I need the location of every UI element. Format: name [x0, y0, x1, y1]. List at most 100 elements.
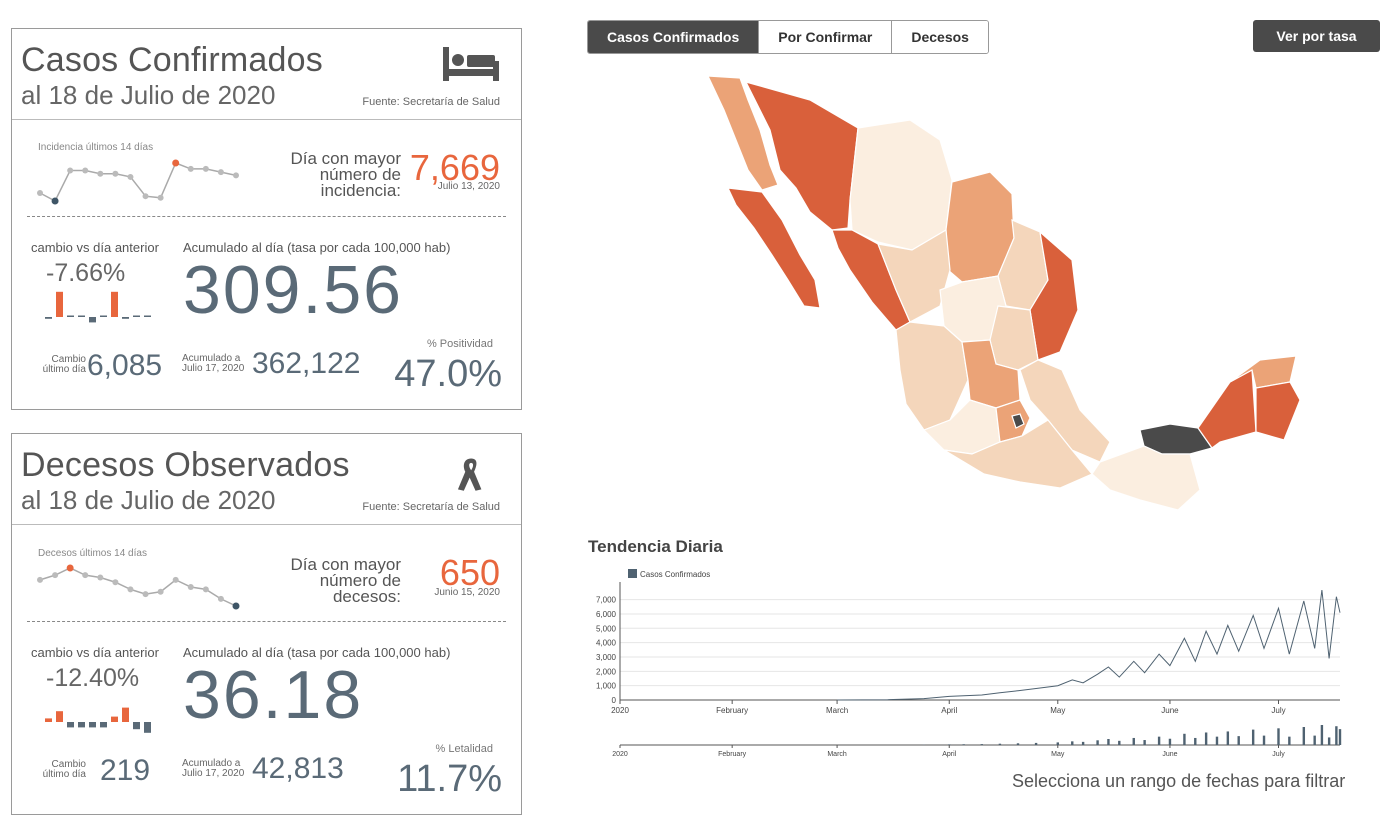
trend-chart[interactable]: Casos Confirmados 0 1,000 2,000 3,000 4,000 5,… [580, 560, 1350, 760]
x-tick-label: May [1050, 706, 1065, 715]
x-tick-label: July [1271, 706, 1285, 715]
confirmed-change-bar [89, 317, 96, 323]
confirmed-peak-value: 7,669 [409, 147, 500, 188]
confirmed-change-bar [144, 315, 151, 317]
confirmed-acc-label: Acumulado al día (tasa por cada 100,000 … [183, 240, 451, 255]
deaths-change-bar [89, 722, 96, 728]
map-state-baja-california-sur[interactable] [726, 187, 821, 309]
deaths-card-header: Decesos Observados al 18 de Julio de 202… [12, 434, 521, 525]
confirmed-change-bars [45, 291, 151, 323]
metric-tabs: Casos Confirmados Por Confirmar Decesos [587, 20, 989, 54]
confirmed-spark-point [142, 193, 149, 200]
confirmed-pct-label: % Positividad [426, 338, 493, 350]
brush-x-tick-label: 2020 [612, 751, 628, 758]
deaths-spark-point [157, 588, 164, 595]
deaths-change-bar [56, 711, 63, 722]
confirmed-change-label: cambio vs día anterior [31, 240, 159, 255]
deaths-spark-point [127, 586, 134, 593]
date-range-brush[interactable] [620, 722, 1340, 745]
deaths-acc-label: Acumulado al día (tasa por cada 100,000 … [183, 645, 451, 660]
mexico-map[interactable] [700, 70, 1310, 520]
brush-bar [1168, 738, 1172, 745]
map-state-chiapas[interactable] [1091, 445, 1201, 511]
legend-swatch[interactable] [628, 569, 637, 578]
view-by-rate-button[interactable]: Ver por tasa [1253, 20, 1380, 52]
deaths-source: Fuente: Secretaría de Salud [362, 501, 500, 513]
confirmed-title: Casos Confirmados [21, 41, 323, 79]
map-state-tamaulipas[interactable] [1029, 230, 1079, 361]
confirmed-acc-value: 309.56 [183, 252, 403, 328]
deaths-change-bar [67, 722, 74, 728]
filter-note: Selecciona un rango de fechas para filtr… [1012, 771, 1346, 791]
confirmed-card-header: Casos Confirmados al 18 de Julio de 2020… [12, 29, 521, 120]
x-tick-label: June [1161, 706, 1179, 715]
tab-por-confirmar[interactable]: Por Confirmar [759, 21, 893, 53]
deaths-last-day-value: 219 [100, 754, 151, 787]
brush-bar [1320, 725, 1324, 745]
confirmed-change-value: -7.66% [46, 259, 126, 287]
legend-label[interactable]: Casos Confirmados [640, 570, 710, 579]
deaths-pct-value: 11.7% [397, 758, 502, 800]
brush-x-tick-label: June [1162, 751, 1177, 758]
brush-bar [1313, 735, 1316, 745]
confirmed-change-bar [67, 315, 74, 317]
confirmed-pct-value: 47.0% [394, 353, 502, 395]
confirmed-spark-point [97, 170, 104, 177]
brush-bar [1096, 740, 1099, 745]
deaths-spark-point [66, 564, 74, 572]
map-state-slp[interactable] [989, 305, 1039, 371]
confirmed-acc-prev-label: Acumulado a Julio 17, 2020 [182, 353, 245, 374]
map-state-cdmx-edomex[interactable] [995, 399, 1031, 443]
tab-decesos[interactable]: Decesos [892, 21, 988, 53]
deaths-spark-point [97, 574, 104, 581]
tab-casos-confirmados[interactable]: Casos Confirmados [588, 21, 760, 53]
brush-bar [1204, 732, 1208, 745]
map-state-baja-california[interactable] [707, 75, 779, 191]
brush-bar [1056, 742, 1059, 745]
divider [27, 621, 506, 622]
confirmed-last-day-label: Cambio último día [42, 354, 86, 375]
deaths-spark-label: Decesos últimos 14 días [38, 548, 147, 559]
confirmed-spark-label: Incidencia últimos 14 días [38, 142, 154, 153]
deaths-change-bar [111, 716, 118, 722]
map-state-cdmx[interactable] [1011, 413, 1025, 429]
map-state-campeche[interactable] [1197, 369, 1257, 449]
brush-bar [1118, 740, 1121, 745]
map-state-chihuahua[interactable] [849, 119, 953, 251]
deaths-peak-label: Día con mayor número de decesos: [290, 555, 401, 606]
confirmed-change-bar [122, 317, 129, 319]
confirmed-spark-point [157, 194, 164, 201]
brush-bar [1237, 736, 1240, 745]
brush-x-tick-label: May [1051, 751, 1065, 758]
y-tick-label: 1,000 [596, 682, 617, 691]
map-state-quintana-roo[interactable] [1255, 381, 1301, 441]
y-tick-label: 7,000 [596, 596, 617, 605]
deaths-spark-point [232, 602, 240, 610]
confirmed-peak-date: Julio 13, 2020 [437, 181, 500, 192]
deaths-spark-point [142, 591, 149, 598]
confirmed-spark-point [172, 159, 180, 167]
brush-x-tick-label: July [1272, 751, 1285, 758]
brush-bar [1262, 735, 1266, 745]
brush-bar [1081, 741, 1085, 745]
confirmed-change-bar [133, 315, 140, 317]
x-tick-label: April [941, 706, 957, 715]
confirmed-spark-point [37, 189, 43, 196]
deaths-title: Decesos Observados [21, 446, 350, 484]
confirmed-change-bar [45, 317, 52, 319]
map-state-veracruz[interactable] [1019, 359, 1111, 463]
brush-bar [1335, 726, 1338, 745]
brush-x-tick-label: February [718, 751, 747, 758]
deaths-subtitle: al 18 de Julio de 2020 [21, 485, 276, 515]
map-state-guerrero-oaxaca[interactable] [943, 419, 1093, 489]
brush-bar [1277, 728, 1280, 745]
brush-bar [1327, 737, 1331, 745]
brush-bar [998, 743, 1002, 745]
confirmed-sparkline [37, 159, 239, 205]
deaths-spark-point [172, 576, 179, 583]
deaths-peak-date: Junio 15, 2020 [434, 587, 500, 598]
confirmed-spark-point [202, 165, 209, 172]
map-state-nayarit-jalisco[interactable] [895, 321, 969, 431]
confirmed-change-bar [111, 291, 118, 317]
confirmed-spark-point [67, 167, 74, 174]
